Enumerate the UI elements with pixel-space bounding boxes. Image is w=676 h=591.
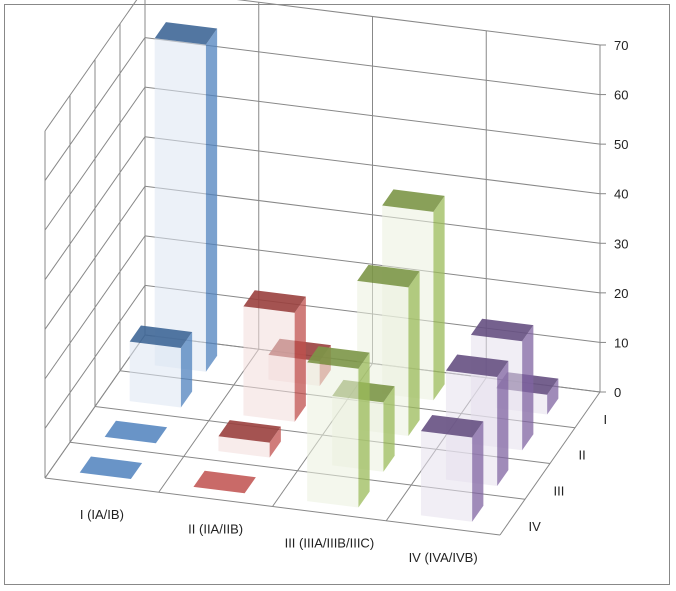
bar-top: [357, 264, 420, 288]
bar-top: [445, 354, 509, 377]
chart-border: [4, 4, 670, 585]
y-tick-label: 50: [614, 137, 628, 152]
y-tick-label: 40: [614, 187, 628, 202]
bar-top: [218, 420, 281, 443]
bar-front: [243, 306, 295, 422]
bar-side: [547, 378, 559, 415]
bar-front: [420, 431, 473, 522]
floor-gridline-category: [44, 477, 501, 536]
bar-front: [154, 38, 206, 372]
depth-label: II: [579, 448, 586, 463]
bar-top: [129, 325, 193, 349]
y-tick-label: 60: [614, 88, 628, 103]
bar-top: [420, 415, 484, 438]
bar-side: [497, 360, 509, 487]
bar-base: [79, 456, 143, 480]
bar-side: [383, 386, 395, 472]
bar-side: [522, 325, 534, 451]
y-tick-label: 0: [614, 385, 621, 400]
bar-front: [129, 341, 181, 408]
category-label: I (IA/IB): [80, 507, 124, 522]
bar-side: [205, 28, 218, 372]
bar-side: [358, 352, 370, 508]
y-tick-label: 70: [614, 38, 628, 53]
depth-label: IV: [529, 519, 542, 534]
category-label: II (IIA/IIB): [188, 521, 243, 536]
bar-side: [472, 421, 484, 522]
bar-side: [433, 195, 445, 401]
bar-front: [307, 362, 359, 508]
bar-top: [307, 346, 370, 369]
bar-side: [408, 271, 420, 437]
bar-side: [269, 426, 281, 458]
bar-front: [218, 436, 270, 458]
y-tick-label: 20: [614, 286, 628, 301]
bar-base: [104, 420, 168, 444]
bar-top: [382, 189, 445, 212]
bar-top: [243, 290, 306, 313]
bar-top: [470, 318, 534, 342]
category-label: IV (IVA/IVB): [409, 550, 478, 565]
y-tick-label: 30: [614, 236, 628, 251]
bar-side: [180, 331, 193, 408]
y-tick-label: 10: [614, 335, 628, 350]
depth-label: III: [554, 483, 565, 498]
bar-top: [154, 22, 218, 45]
depth-label: I: [604, 412, 608, 427]
bar-side: [294, 296, 306, 422]
category-label: III (IIIA/IIIB/IIIC): [285, 536, 375, 551]
bar-base: [193, 470, 256, 494]
